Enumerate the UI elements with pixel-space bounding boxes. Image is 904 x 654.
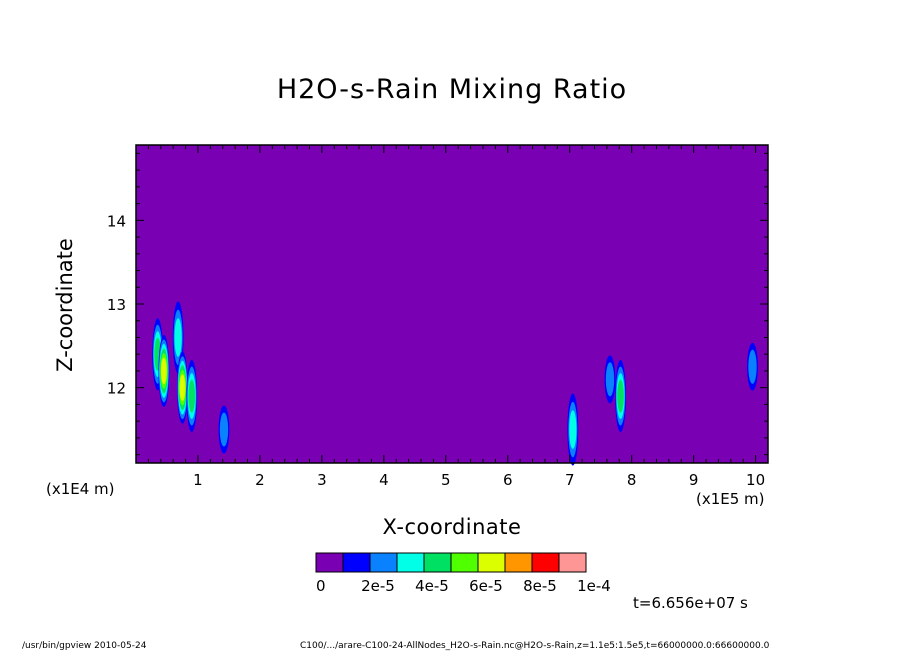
colorbar-swatch: [423, 552, 452, 573]
y-tick-label: 14: [107, 212, 126, 230]
colorbar-swatch: [504, 552, 533, 573]
y-axis-label: Z-coordinate: [53, 238, 77, 372]
colorbar-label: 1e-4: [577, 577, 611, 595]
colorbar-swatch: [342, 552, 371, 573]
x-tick-label: 5: [441, 471, 451, 489]
rain-feature: [567, 393, 579, 466]
x-tick-label: 7: [565, 471, 575, 489]
chart-title: H2O-s-Rain Mixing Ratio: [276, 74, 628, 105]
y-tick-label: 13: [107, 296, 126, 314]
x-tick-label: 4: [379, 471, 389, 489]
colorbar-swatch: [558, 552, 587, 573]
contour-level: [569, 410, 577, 449]
colorbar-label: 4e-5: [415, 577, 449, 595]
colorbar-swatch: [531, 552, 560, 573]
plot-area: [136, 145, 768, 463]
rain-feature: [177, 351, 188, 424]
footer-file-info: C100/.../arare-C100-24-AllNodes_H2O-s-Ra…: [300, 641, 770, 651]
contour-level: [617, 379, 624, 413]
colorbar: 0 2e-5 4e-5 6e-5 8e-5 1e-4: [315, 552, 611, 595]
features-layer: [152, 301, 758, 466]
contour-level: [188, 379, 196, 413]
x-tick-label: 3: [317, 471, 327, 489]
rain-feature: [158, 334, 170, 407]
colorbar-label: 0: [316, 577, 326, 595]
colorbar-swatch: [477, 552, 506, 573]
x-tick-label: 10: [746, 471, 765, 489]
contour-level: [219, 412, 229, 447]
colorbar-swatch: [315, 552, 344, 573]
rain-feature: [218, 405, 230, 454]
rain-feature: [747, 342, 758, 391]
footer-program-date: /usr/bin/gpview 2010-05-24: [22, 641, 147, 651]
rain-feature: [615, 360, 626, 433]
plot-background: [136, 145, 768, 463]
time-annotation: t=6.656e+07 s: [633, 594, 748, 612]
colorbar-swatch: [450, 552, 479, 573]
x-tick-label: 2: [255, 471, 265, 489]
contour-level: [748, 349, 757, 384]
x-tick-label: 1: [193, 471, 203, 489]
colorbar-label: 2e-5: [361, 577, 395, 595]
x-tick-label: 6: [503, 471, 513, 489]
y-tick-label: 12: [107, 380, 126, 398]
x-tick-label: 8: [627, 471, 637, 489]
contour-level: [174, 318, 182, 357]
rain-feature: [604, 355, 616, 404]
colorbar-swatch: [369, 552, 398, 573]
x-axis-unit: (x1E5 m): [696, 490, 765, 508]
y-axis-unit: (x1E4 m): [46, 480, 115, 498]
colorbar-label: 8e-5: [523, 577, 557, 595]
x-tick-label: 9: [689, 471, 699, 489]
rain-feature: [186, 360, 198, 433]
contour-level: [605, 362, 615, 397]
colorbar-label: 6e-5: [469, 577, 503, 595]
colorbar-swatch: [396, 552, 425, 573]
x-axis-label: X-coordinate: [382, 515, 522, 539]
contour-level: [160, 357, 167, 385]
contour-level: [179, 374, 186, 401]
